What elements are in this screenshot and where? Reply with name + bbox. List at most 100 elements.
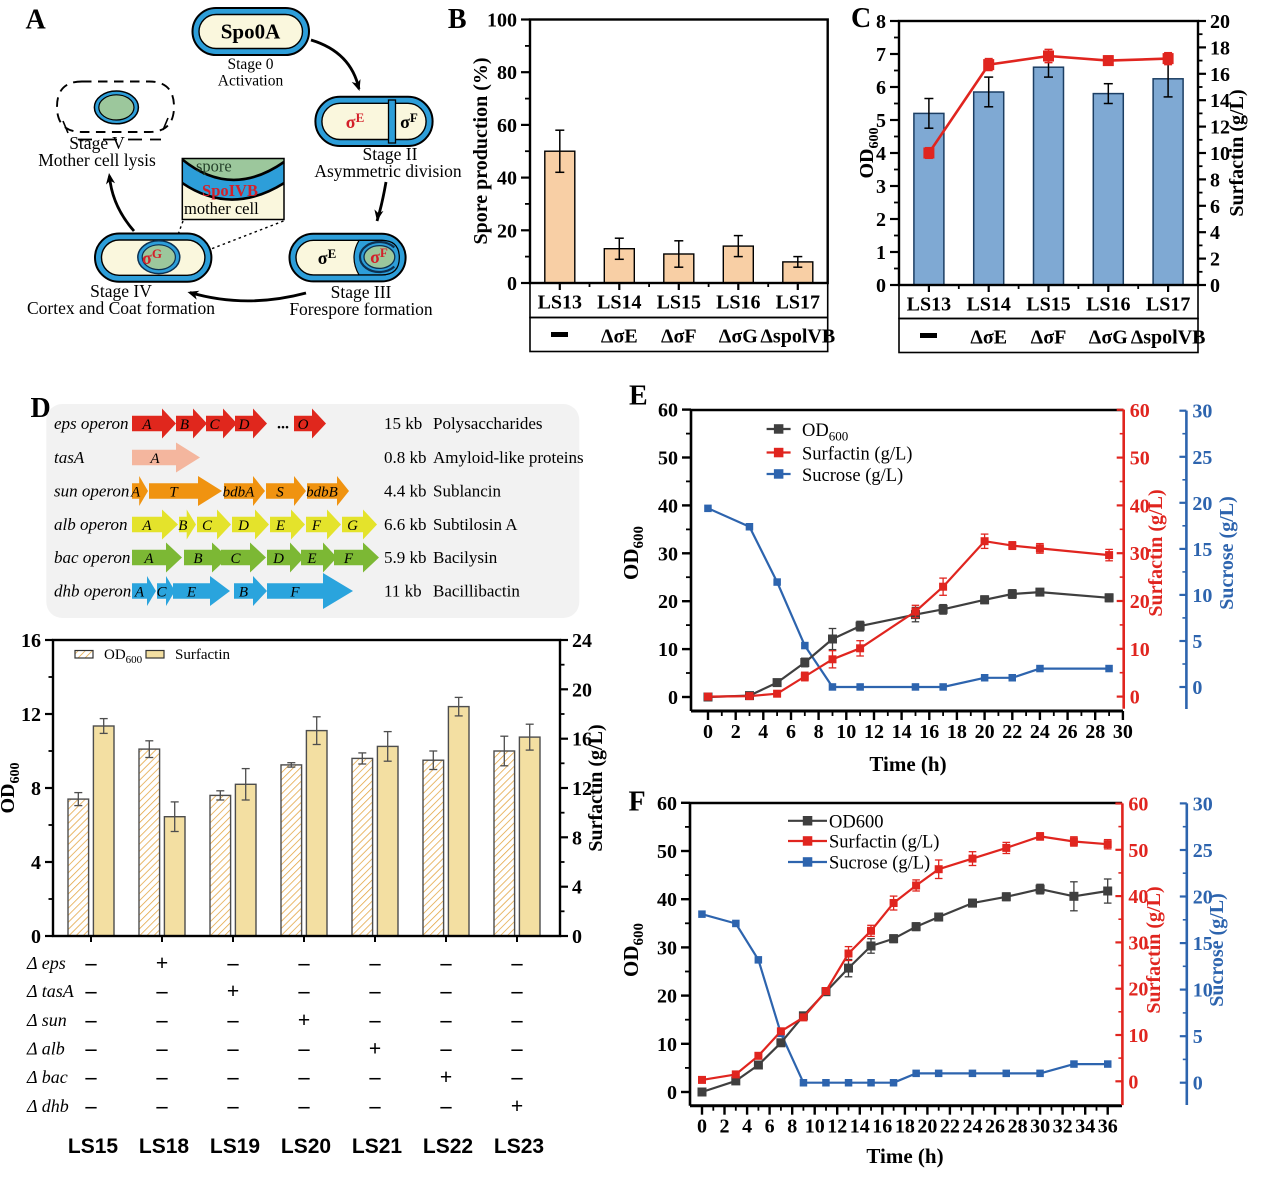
svg-text:30: 30 — [658, 543, 678, 565]
svg-text:dhb operon: dhb operon — [54, 582, 131, 601]
svg-text:80: 80 — [497, 62, 517, 84]
svg-text:Stage II: Stage II — [363, 144, 418, 164]
svg-text:D: D — [272, 551, 284, 567]
svg-text:10: 10 — [836, 721, 856, 743]
svg-text:Spore production (%): Spore production (%) — [470, 57, 492, 244]
svg-text:Subtilosin A: Subtilosin A — [433, 515, 518, 534]
svg-text:T: T — [169, 485, 179, 501]
svg-text:ΔσG: ΔσG — [1089, 327, 1128, 349]
svg-text:34: 34 — [1075, 1116, 1095, 1138]
svg-text:sun operon: sun operon — [54, 482, 129, 501]
svg-text:5.9 kb: 5.9 kb — [384, 548, 427, 567]
svg-text:A: A — [134, 585, 145, 601]
svg-text:Δ bac: Δ bac — [26, 1067, 68, 1087]
svg-text:60: 60 — [1130, 400, 1150, 422]
svg-text:Δ sun: Δ sun — [26, 1010, 67, 1030]
svg-text:20: 20 — [1210, 11, 1230, 33]
svg-text:2: 2 — [1210, 249, 1220, 271]
svg-text:Bacillibactin: Bacillibactin — [433, 582, 520, 601]
svg-text:0: 0 — [667, 1082, 677, 1104]
svg-text:11 kb: 11 kb — [384, 582, 422, 601]
svg-text:50: 50 — [657, 841, 677, 863]
svg-text:C: C — [209, 417, 220, 433]
svg-text:A: A — [149, 451, 160, 467]
svg-text:Forespore formation: Forespore formation — [289, 299, 433, 319]
svg-text:18: 18 — [947, 721, 967, 743]
svg-text:–: – — [511, 1064, 524, 1089]
svg-text:F: F — [289, 585, 300, 601]
svg-text:4: 4 — [758, 721, 768, 743]
svg-text:36: 36 — [1098, 1116, 1118, 1138]
svg-text:LS17: LS17 — [776, 292, 820, 314]
svg-text:12: 12 — [1210, 117, 1230, 139]
svg-text:40: 40 — [1128, 886, 1148, 908]
svg-text:Stage V: Stage V — [69, 133, 125, 153]
svg-text:8: 8 — [814, 721, 824, 743]
svg-text:20: 20 — [572, 679, 592, 701]
svg-text:Polysaccharides: Polysaccharides — [433, 414, 543, 433]
svg-text:8: 8 — [1210, 169, 1220, 191]
svg-text:Surfactin (g/L): Surfactin (g/L) — [1143, 886, 1165, 1013]
svg-text:6: 6 — [876, 77, 886, 99]
svg-text:8: 8 — [787, 1116, 797, 1138]
svg-text:60: 60 — [497, 115, 517, 137]
svg-text:20: 20 — [1130, 591, 1150, 613]
svg-text:60: 60 — [658, 400, 678, 422]
svg-text:25: 25 — [1192, 447, 1212, 469]
svg-text:OD600: OD600 — [104, 647, 143, 666]
svg-text:10: 10 — [1192, 585, 1212, 607]
svg-text:30: 30 — [657, 937, 677, 959]
svg-text:30: 30 — [1128, 932, 1148, 954]
svg-text:4.4 kb: 4.4 kb — [384, 482, 427, 501]
svg-text:10: 10 — [1193, 980, 1213, 1002]
svg-text:–: – — [440, 1036, 453, 1061]
svg-text:–: – — [227, 1093, 240, 1118]
svg-text:LS16: LS16 — [716, 292, 760, 314]
svg-text:SpoIVB: SpoIVB — [202, 181, 258, 200]
svg-text:15 kb: 15 kb — [384, 414, 422, 433]
svg-text:60: 60 — [657, 793, 677, 815]
svg-text:LS15: LS15 — [68, 1135, 119, 1158]
svg-text:18: 18 — [1210, 37, 1230, 59]
svg-text:LS14: LS14 — [966, 294, 1010, 316]
svg-text:10: 10 — [805, 1116, 825, 1138]
svg-text:0: 0 — [572, 926, 582, 948]
svg-text:Δ tasA: Δ tasA — [26, 981, 75, 1001]
svg-text:Surfactin (g/L): Surfactin (g/L) — [1145, 489, 1167, 616]
svg-text:6: 6 — [786, 721, 796, 743]
svg-text:–: – — [511, 978, 524, 1003]
svg-text:24: 24 — [963, 1116, 983, 1138]
svg-text:14: 14 — [850, 1116, 870, 1138]
svg-text:26: 26 — [1058, 721, 1078, 743]
svg-text:0: 0 — [31, 926, 41, 948]
svg-text:bdbB: bdbB — [306, 485, 338, 501]
svg-text:14: 14 — [1210, 90, 1230, 112]
svg-text:20: 20 — [975, 721, 995, 743]
svg-text:–: – — [440, 1093, 453, 1118]
svg-text:40: 40 — [658, 495, 678, 517]
svg-text:D: D — [237, 518, 249, 534]
svg-text:OD600: OD600 — [619, 526, 647, 580]
svg-text:–: – — [227, 1036, 240, 1061]
svg-text:ΔσE: ΔσE — [970, 327, 1007, 349]
svg-text:Spo0A: Spo0A — [221, 20, 281, 44]
svg-text:20: 20 — [1193, 887, 1213, 909]
svg-text:–: – — [511, 1007, 524, 1032]
svg-text:B: B — [178, 518, 187, 534]
svg-text:30: 30 — [1192, 401, 1212, 423]
svg-text:Time (h): Time (h) — [866, 1144, 943, 1168]
svg-text:20: 20 — [657, 986, 677, 1008]
svg-text:0: 0 — [697, 1116, 707, 1138]
svg-text:Δ eps: Δ eps — [26, 953, 66, 973]
svg-text:12: 12 — [21, 704, 41, 726]
svg-text:0: 0 — [1130, 687, 1140, 709]
svg-text:ΔσG: ΔσG — [719, 326, 758, 348]
svg-text:OD600: OD600 — [829, 813, 883, 833]
svg-text:2: 2 — [720, 1116, 730, 1138]
svg-text:–: – — [369, 1007, 382, 1032]
svg-text:–: – — [298, 950, 311, 975]
svg-text:A: A — [130, 485, 141, 501]
svg-text:eps operon: eps operon — [54, 414, 128, 433]
svg-text:OD600: OD600 — [619, 923, 647, 977]
svg-text:Stage 0: Stage 0 — [227, 56, 273, 73]
